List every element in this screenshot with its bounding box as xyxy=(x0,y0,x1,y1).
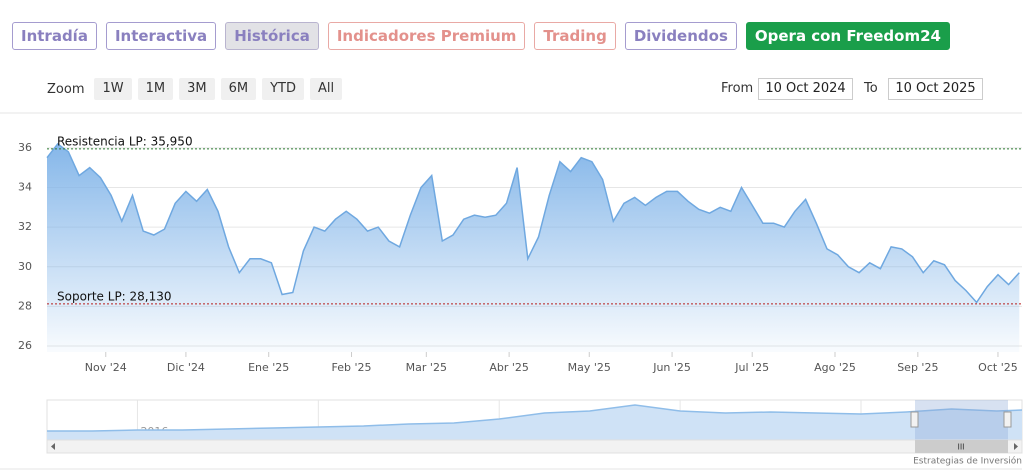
tab[interactable]: Intradía xyxy=(12,22,97,50)
scroll-left[interactable] xyxy=(51,443,55,450)
from-label: From xyxy=(721,81,754,96)
area-line xyxy=(47,404,1023,432)
navigator-handle[interactable] xyxy=(1003,411,1012,428)
x-tick-label: Ene '25 xyxy=(248,361,289,374)
x-tick-label: Mar '25 xyxy=(406,361,447,374)
area-fill xyxy=(47,405,1022,440)
x-tick-label: Ago '25 xyxy=(814,361,856,374)
x-tick-label: Dic '24 xyxy=(167,361,205,374)
navigator-handle[interactable] xyxy=(910,411,919,428)
zoom-button[interactable]: 6M xyxy=(220,78,257,100)
tab-bar: Intradía Interactiva Histórica Indicador… xyxy=(12,22,950,50)
zoom-bar: Zoom 1W 1M 3M 6M YTD All xyxy=(47,78,343,100)
y-tick-label: 36 xyxy=(18,141,32,154)
watermark: Estrategias de Inversión xyxy=(913,456,1022,467)
tab[interactable]: Dividendos xyxy=(624,22,737,50)
zoom-button[interactable]: 3M xyxy=(179,78,215,100)
navigator-selection[interactable] xyxy=(915,400,1008,440)
x-tick-label: Jun '25 xyxy=(652,361,691,374)
x-tick-label: Abr '25 xyxy=(489,361,529,374)
tab[interactable]: Interactiva xyxy=(105,22,217,50)
tab-active[interactable]: Histórica xyxy=(225,22,319,50)
scroll-right[interactable] xyxy=(1014,443,1018,450)
scrollbar-thumb[interactable] xyxy=(915,440,1008,453)
zoom-button[interactable]: All xyxy=(310,78,343,100)
plot-line-label: Resistencia LP: 35,950 xyxy=(57,134,193,148)
y-tick-label: 34 xyxy=(18,180,32,193)
to-input[interactable]: 10 Oct 2025 xyxy=(888,78,983,100)
plot-line-label: Soporte LP: 28,130 xyxy=(57,289,172,303)
cta-button[interactable]: Opera con Freedom24 xyxy=(745,22,950,50)
y-tick-label: 28 xyxy=(18,299,32,312)
x-tick-label: May '25 xyxy=(568,361,611,374)
area-line xyxy=(46,142,1020,304)
scrollbar-grip: III xyxy=(957,443,964,452)
zoom-button[interactable]: YTD xyxy=(262,78,305,100)
tab[interactable]: Indicadores Premium xyxy=(327,22,526,50)
to-label: To xyxy=(864,81,878,96)
tab[interactable]: Trading xyxy=(534,22,616,50)
x-tick-label: Jul '25 xyxy=(734,361,769,374)
x-tick-label: Feb '25 xyxy=(332,361,372,374)
x-tick-label: Nov '24 xyxy=(85,361,127,374)
zoom-button[interactable]: 1M xyxy=(137,78,174,100)
zoom-button[interactable]: 1W xyxy=(94,78,132,100)
zoom-label: Zoom xyxy=(47,81,85,97)
y-tick-label: 32 xyxy=(18,220,32,233)
y-tick-label: 26 xyxy=(18,339,32,352)
x-tick-label: Sep '25 xyxy=(897,361,938,374)
y-tick-label: 30 xyxy=(18,260,32,273)
from-input[interactable]: 10 Oct 2024 xyxy=(758,78,853,100)
x-tick-label: Oct '25 xyxy=(978,361,1018,374)
scrollbar-track xyxy=(46,439,1023,454)
